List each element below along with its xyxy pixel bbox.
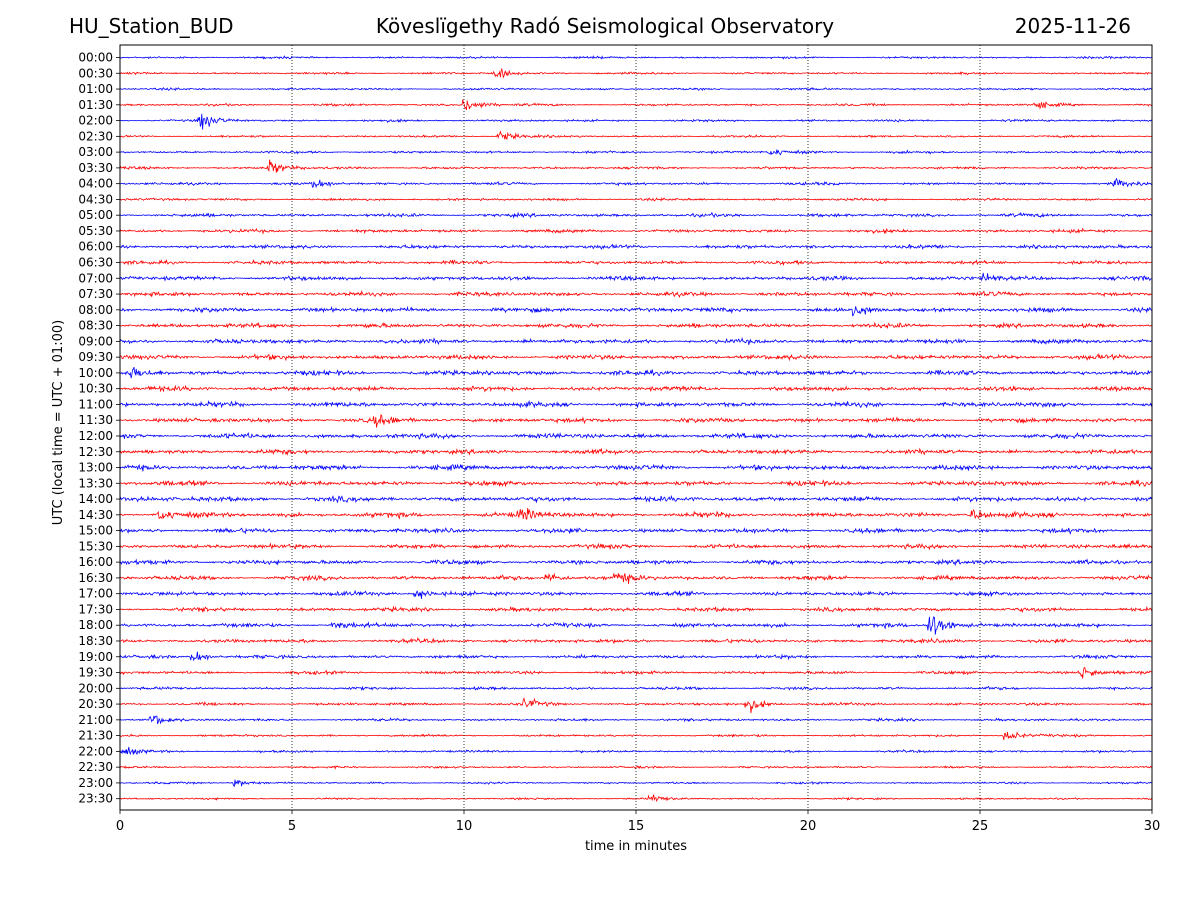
observatory-title: Köveslïgethy Radó Seismological Observat… [375,14,835,38]
y-tick-label: 04:30 [78,192,113,206]
x-axis-label: time in minutes [585,839,687,854]
trace-0030 [119,67,1153,79]
x-tick-label: 10 [456,819,473,834]
y-tick-label: 00:00 [78,51,113,65]
trace-0730 [119,289,1153,298]
y-tick-label: 04:00 [78,177,113,191]
y-tick-label: 18:00 [78,618,113,632]
y-tick-label: 20:30 [78,697,113,711]
y-tick-label: 15:30 [78,539,113,553]
y-tick-label: 09:00 [78,334,113,348]
y-tick-label: 05:30 [78,224,113,238]
y-tick-label: 20:00 [78,681,113,695]
y-tick-label: 06:30 [78,256,113,270]
station-code: HU_Station_BUD [69,14,234,38]
y-tick-label: 19:30 [78,666,113,680]
y-tick-label: 08:30 [78,319,113,333]
trace-0230 [119,130,1153,140]
y-tick-label: 13:00 [78,461,113,475]
y-tick-label: 12:00 [78,429,113,443]
y-tick-label: 02:30 [78,129,113,143]
y-tick-label: 03:30 [78,161,113,175]
x-tick-label: 30 [1144,819,1161,834]
y-tick-label: 14:00 [78,492,113,506]
y-tick-label: 15:00 [78,524,113,538]
y-tick-label: 07:30 [78,287,113,301]
y-tick-label: 17:00 [78,587,113,601]
y-tick-label: 21:00 [78,713,113,727]
y-tick-label: 09:30 [78,350,113,364]
y-tick-label: 05:00 [78,208,113,222]
y-tick-label: 22:30 [78,760,113,774]
y-tick-label: 14:30 [78,508,113,522]
y-tick-label: 18:30 [78,634,113,648]
trace-1230 [119,447,1153,456]
y-tick-label: 02:00 [78,114,113,128]
record-date: 2025-11-26 [1014,14,1131,38]
y-tick-label: 11:30 [78,413,113,427]
y-tick-label: 10:00 [78,366,113,380]
x-tick-label: 5 [288,819,296,834]
trace-0800 [119,305,1153,317]
y-tick-label: 03:00 [78,145,113,159]
trace-1430 [119,508,1153,520]
y-tick-label: 00:30 [78,66,113,80]
trace-0630 [119,258,1153,267]
trace-0300 [119,149,1153,156]
y-tick-label: 11:00 [78,397,113,411]
y-tick-label: 12:30 [78,445,113,459]
x-tick-label: 20 [800,819,817,834]
trace-0500 [119,211,1153,219]
y-tick-label: 23:00 [78,776,113,790]
y-tick-label: 21:30 [78,729,113,743]
trace-0830 [119,321,1153,330]
x-tick-label: 0 [116,819,124,834]
trace-0100 [119,86,1152,92]
trace-0200 [119,113,1153,130]
y-tick-label: 10:30 [78,382,113,396]
x-tick-label: 15 [628,819,645,834]
trace-0400 [119,177,1153,189]
y-axis-label: UTC (local time = UTC + 01:00) [51,320,66,525]
trace-0900 [119,337,1153,346]
y-tick-label: 22:00 [78,744,113,758]
y-tick-label: 17:30 [78,602,113,616]
y-tick-label: 19:00 [78,650,113,664]
x-tick-label: 25 [972,819,989,834]
trace-1700 [119,589,1153,599]
trace-2200 [119,746,1152,756]
trace-2030 [119,697,1153,714]
trace-1130 [119,414,1153,428]
trace-1030 [119,384,1153,393]
trace-2100 [119,715,1152,725]
trace-1900 [119,651,1153,662]
y-tick-label: 23:30 [78,792,113,806]
y-tick-label: 16:30 [78,571,113,585]
y-tick-label: 06:00 [78,240,113,254]
y-tick-label: 13:30 [78,476,113,490]
y-tick-label: 01:30 [78,98,113,112]
y-tick-label: 08:00 [78,303,113,317]
trace-1800 [119,616,1153,635]
trace-2230 [119,765,1153,770]
y-tick-label: 16:00 [78,555,113,569]
trace-0330 [119,159,1153,173]
y-tick-label: 07:00 [78,271,113,285]
y-tick-label: 01:00 [78,82,113,96]
